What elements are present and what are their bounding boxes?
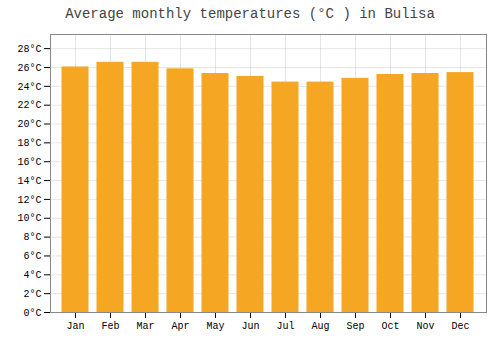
svg-text:Aug: Aug [311,321,329,332]
svg-text:12°C: 12°C [17,195,41,206]
svg-text:0°C: 0°C [23,308,41,319]
svg-text:Nov: Nov [416,321,434,332]
svg-text:22°C: 22°C [17,100,41,111]
svg-text:4°C: 4°C [23,270,41,281]
svg-text:Feb: Feb [101,321,119,332]
svg-text:Apr: Apr [171,321,189,332]
svg-text:Jan: Jan [66,321,84,332]
svg-text:18°C: 18°C [17,138,41,149]
svg-text:6°C: 6°C [23,251,41,262]
svg-text:26°C: 26°C [17,63,41,74]
svg-text:28°C: 28°C [17,44,41,55]
svg-text:Dec: Dec [451,321,469,332]
svg-text:24°C: 24°C [17,82,41,93]
svg-text:Oct: Oct [381,321,399,332]
svg-text:16°C: 16°C [17,157,41,168]
svg-text:Jul: Jul [276,321,294,332]
svg-text:Sep: Sep [346,321,364,332]
svg-text:2°C: 2°C [23,289,41,300]
svg-text:Mar: Mar [136,321,154,332]
svg-text:10°C: 10°C [17,213,41,224]
svg-text:Jun: Jun [241,321,259,332]
svg-text:14°C: 14°C [17,176,41,187]
html-text:Average monthly temperatures (: Average monthly temperatures (°C ) in Bu… [65,6,435,22]
svg-text:May: May [206,321,224,332]
svg-text:8°C: 8°C [23,232,41,243]
svg-text:20°C: 20°C [17,119,41,130]
